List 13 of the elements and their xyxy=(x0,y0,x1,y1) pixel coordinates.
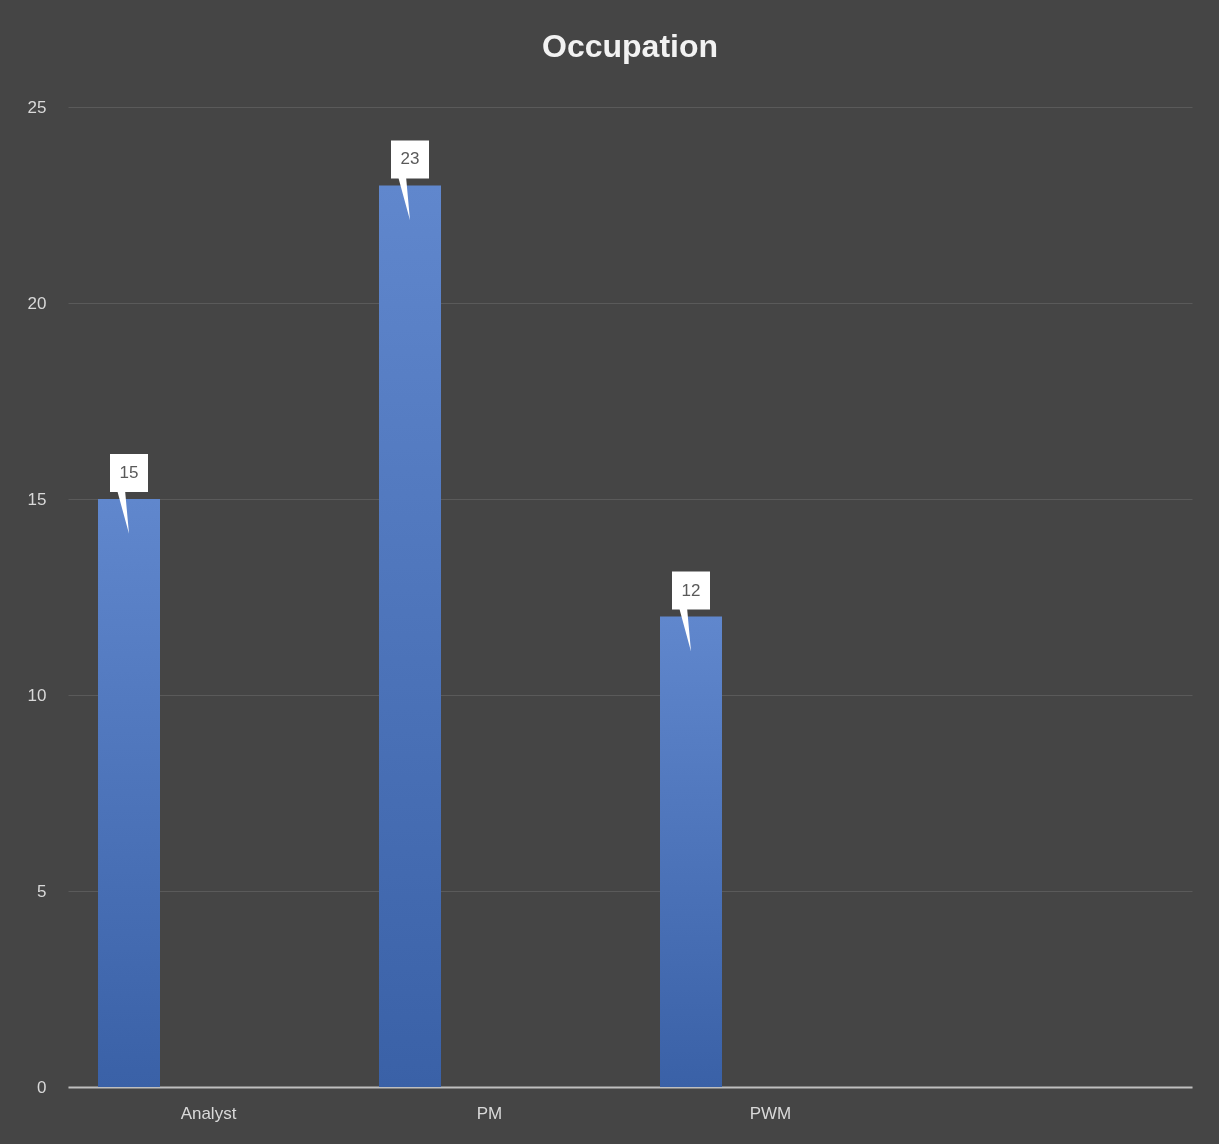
data-label: 15 xyxy=(119,463,139,482)
data-label: 12 xyxy=(681,580,701,600)
y-tick-label: 15 xyxy=(27,489,47,509)
y-tick-label: 0 xyxy=(37,1077,47,1097)
y-tick-label: 20 xyxy=(27,293,47,313)
x-tick-label: PM xyxy=(476,1103,503,1123)
x-tick-label: Analyst xyxy=(180,1103,237,1123)
y-tick-label: 10 xyxy=(27,685,47,705)
x-tick-label: PWM xyxy=(749,1103,792,1123)
chart-title: Occupation xyxy=(541,28,719,64)
y-tick-label: 5 xyxy=(37,881,47,901)
y-tick-label: 25 xyxy=(27,97,47,117)
data-label: 23 xyxy=(400,149,420,169)
